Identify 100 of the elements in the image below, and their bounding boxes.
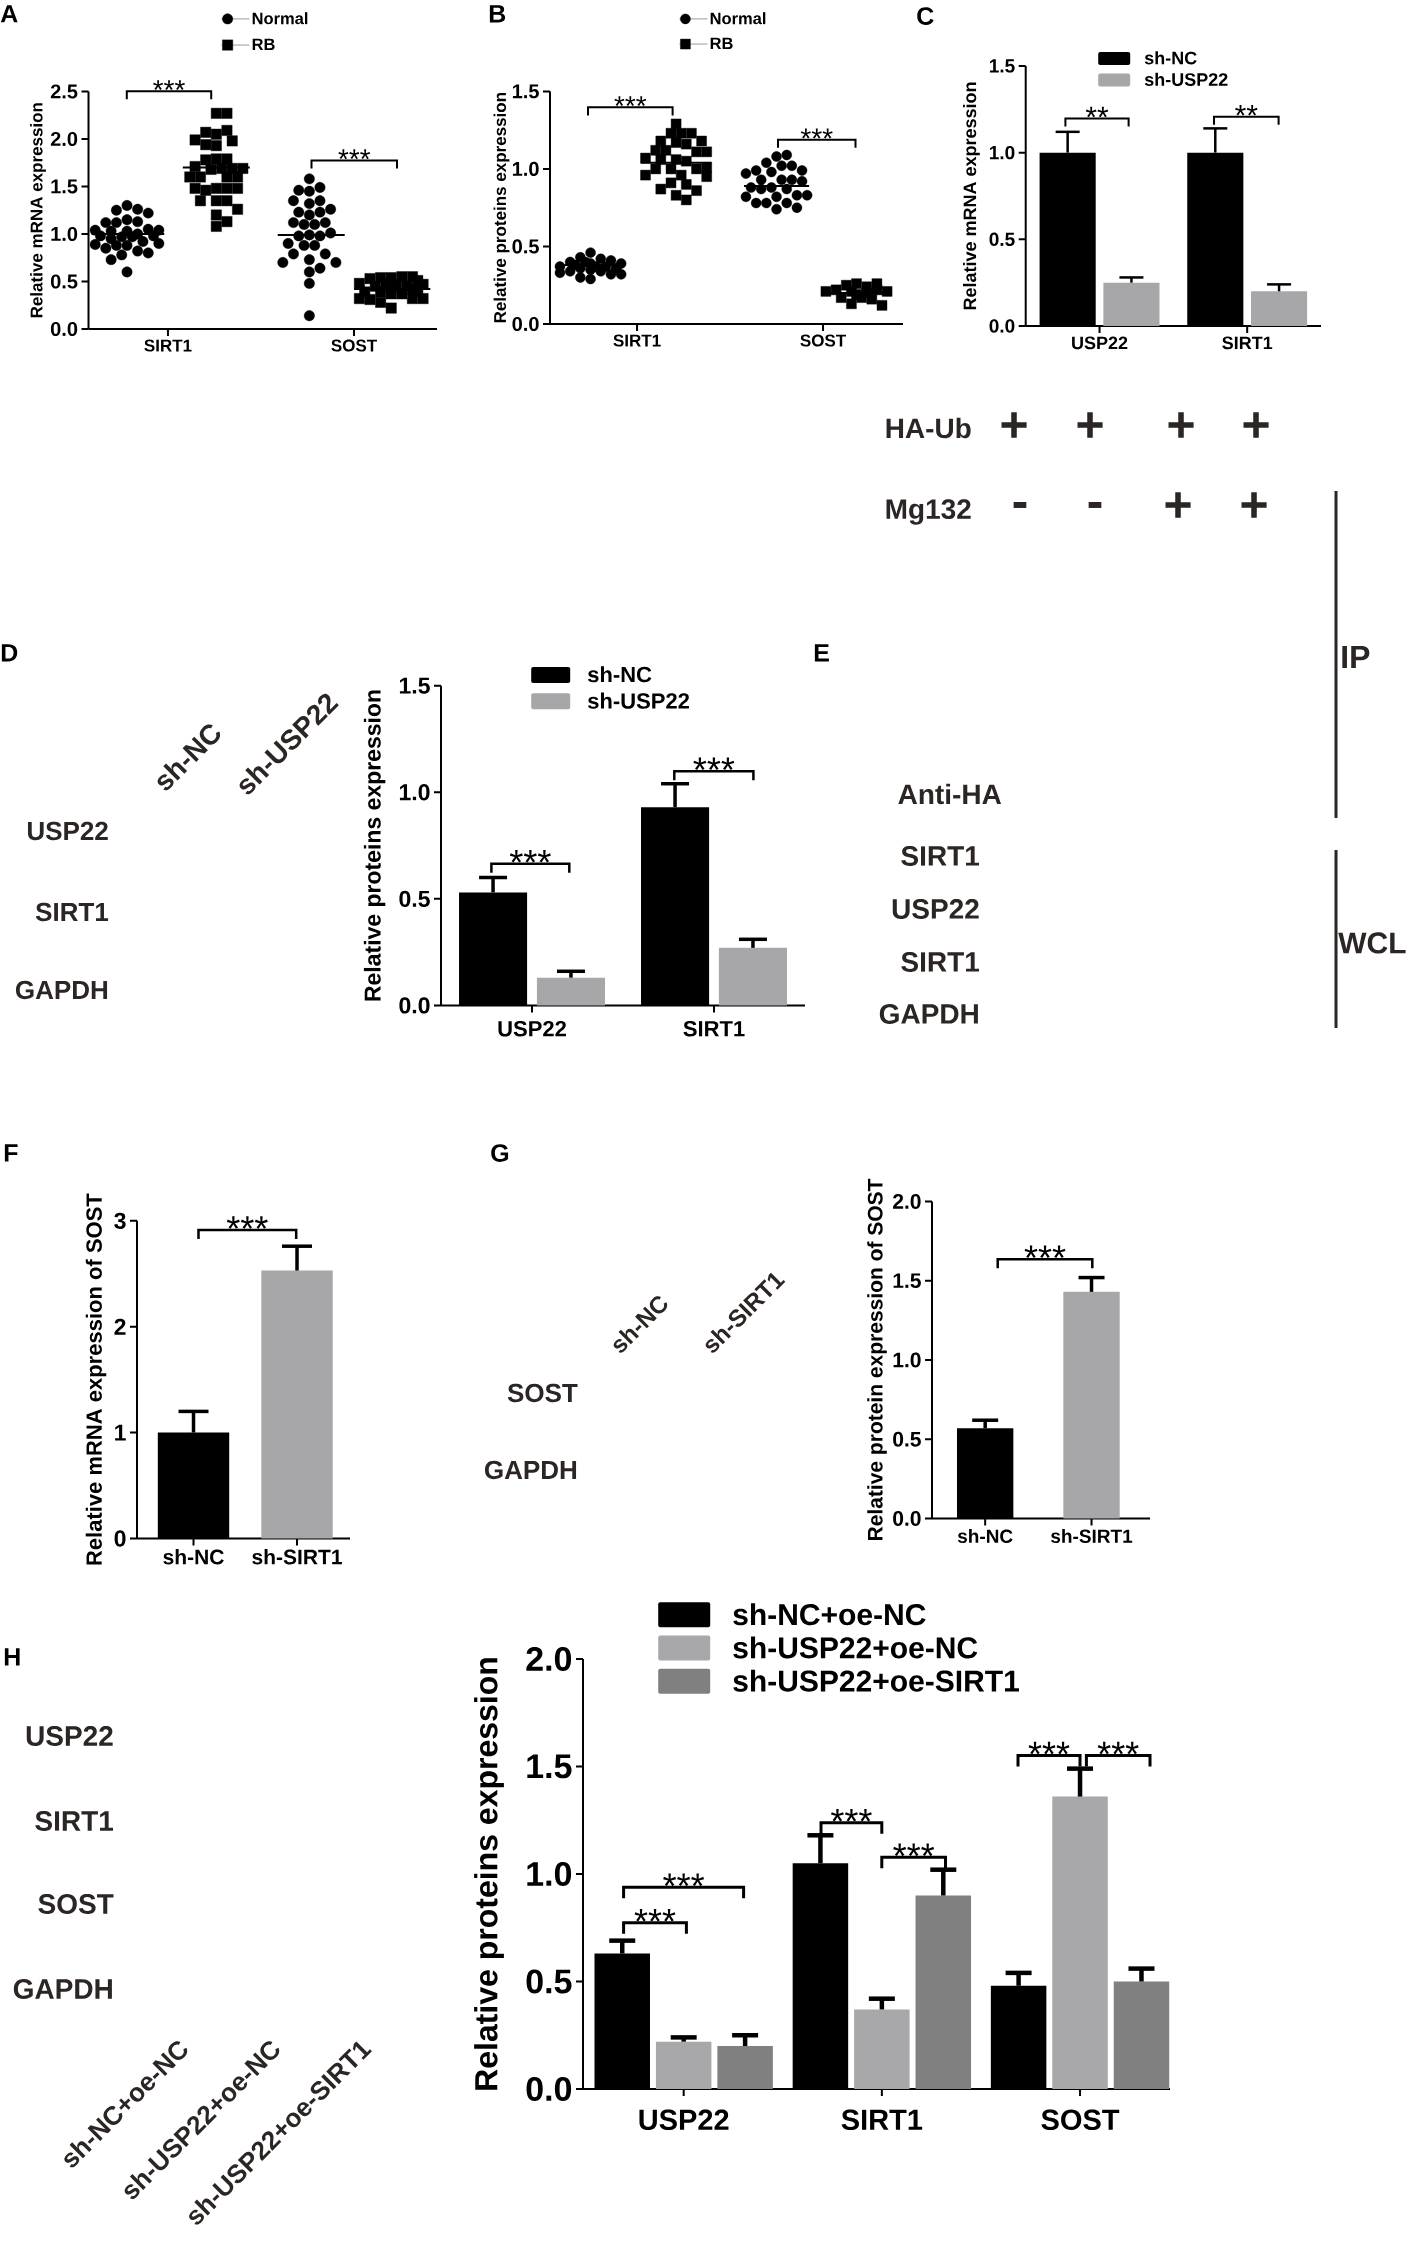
- legend-label: Normal: [252, 12, 308, 25]
- text: WCL: [1338, 932, 1406, 954]
- text: D: [1, 644, 18, 662]
- annotation: ***: [614, 96, 647, 107]
- y-tick-label: 2.0: [50, 131, 78, 147]
- y-tick-label: 2.5: [50, 84, 78, 99]
- y-axis-title: Relative mRNA expression: [30, 103, 46, 318]
- y-tick-label: 1.5: [399, 677, 430, 694]
- text: SOST: [507, 1383, 578, 1403]
- annotation: ***: [800, 128, 833, 139]
- text: H: [4, 1648, 20, 1666]
- text: GAPDH: [15, 980, 108, 1000]
- text: -: [1088, 502, 1102, 508]
- text: USP22: [27, 821, 108, 841]
- legend-label: Normal: [710, 12, 766, 25]
- y-tick-label: 2.0: [526, 1646, 572, 1672]
- text: SOST: [38, 1894, 114, 1914]
- text: +: [1241, 492, 1267, 518]
- text: E: [814, 644, 829, 662]
- text: -: [1013, 502, 1027, 508]
- y-axis-title: Relative mRNA expression: [963, 82, 980, 310]
- text: Anti-HA: [898, 783, 1002, 805]
- text: GAPDH: [879, 1004, 978, 1024]
- y-tick-label: 1.0: [512, 161, 539, 176]
- text: Mg132: [886, 499, 971, 525]
- y-axis-title: Relative proteins expression: [493, 93, 510, 323]
- y-tick-label: 0.5: [50, 274, 78, 289]
- y-tick-label: 1.0: [51, 226, 78, 242]
- y-tick-label: 0.0: [893, 1511, 921, 1526]
- annotation: ***: [663, 1873, 705, 1887]
- y-tick-label: 1.0: [893, 1352, 921, 1368]
- y-tick-label: 1.5: [527, 1754, 572, 1779]
- y-tick-label: 1.5: [893, 1273, 921, 1289]
- y-tick-label: 0.0: [526, 2076, 572, 2102]
- y-tick-label: 1.0: [527, 1861, 572, 1887]
- legend-label: sh-USP22+oe-NC: [733, 1636, 978, 1659]
- legend-label: RB: [710, 37, 733, 49]
- chart-title: F: [4, 1144, 18, 1162]
- text: +: [1168, 412, 1194, 438]
- legend-label: sh-USP22: [1144, 72, 1228, 86]
- y-tick-label: 2.0: [893, 1194, 921, 1209]
- text: SIRT1: [901, 952, 980, 972]
- text: GAPDH: [13, 1979, 112, 1999]
- text: +: [1001, 412, 1027, 438]
- text: +: [1243, 412, 1269, 438]
- y-tick-label: 2: [114, 1318, 126, 1335]
- y-tick-label: 1.5: [989, 59, 1015, 73]
- text: +: [1165, 492, 1191, 518]
- y-tick-label: 0.0: [50, 321, 78, 337]
- x-tick-label: SOST: [800, 334, 846, 347]
- text: HA-Ub: [886, 417, 971, 439]
- y-tick-label: 3: [114, 1212, 126, 1229]
- text: +: [1077, 412, 1103, 438]
- annotation: ***: [226, 1216, 268, 1229]
- y-tick-label: 0.0: [399, 997, 430, 1014]
- y-axis-title: Relative mRNA expression of SOST: [85, 1193, 107, 1565]
- y-axis-title: Relative protein expression of SOST: [867, 1178, 887, 1541]
- text: GAPDH: [484, 1460, 577, 1480]
- annotation: ***: [1097, 1741, 1139, 1755]
- annotation: ***: [1024, 1245, 1066, 1259]
- y-tick-label: 1.0: [399, 784, 430, 801]
- text: SIRT1: [35, 902, 109, 922]
- y-tick-label: 1: [115, 1424, 126, 1441]
- legend-label: sh-USP22: [587, 692, 690, 709]
- x-tick-label: SIRT1: [1222, 336, 1273, 350]
- text: G: [491, 1144, 509, 1162]
- y-tick-label: 1.5: [51, 179, 78, 194]
- annotation: **: [1085, 106, 1109, 118]
- y-tick-label: 0.5: [512, 239, 539, 254]
- legend-label: sh-USP22+oe-SIRT1: [733, 1669, 1019, 1692]
- legend-label: RB: [252, 38, 275, 50]
- x-tick-label: SOST: [331, 339, 377, 352]
- chart-title: C: [917, 7, 934, 25]
- y-axis-title: Relative proteins expression: [474, 1658, 504, 2090]
- y-axis-title: Relative proteins expression: [363, 690, 386, 1001]
- y-tick-label: 0: [114, 1530, 126, 1547]
- annotation: **: [1235, 104, 1258, 116]
- x-tick-label: SOST: [1041, 2109, 1120, 2131]
- annotation: ***: [693, 757, 735, 771]
- y-tick-label: 0.5: [893, 1431, 921, 1447]
- y-tick-label: 0.5: [526, 1969, 572, 1994]
- x-tick-label: SIRT1: [144, 339, 192, 352]
- legend-label: sh-NC: [1144, 51, 1197, 65]
- text: SIRT1: [901, 846, 980, 866]
- text: USP22: [26, 1726, 113, 1746]
- text: IP: [1342, 645, 1370, 668]
- annotation: ***: [893, 1843, 935, 1857]
- legend-label: sh-NC+oe-NC: [733, 1603, 926, 1626]
- y-tick-label: 1.0: [989, 145, 1015, 160]
- annotation: ***: [338, 149, 371, 160]
- y-tick-label: 0.0: [989, 319, 1015, 333]
- annotation: ***: [634, 1908, 676, 1922]
- x-tick-label: USP22: [1072, 336, 1128, 350]
- annotation: ***: [509, 849, 551, 863]
- text: SIRT1: [35, 1811, 114, 1831]
- annotation: ***: [1028, 1741, 1070, 1755]
- chart-title: B: [489, 5, 506, 23]
- x-tick-label: SIRT1: [841, 2109, 923, 2131]
- x-tick-label: USP22: [639, 2109, 729, 2131]
- y-tick-label: 0.5: [399, 890, 430, 907]
